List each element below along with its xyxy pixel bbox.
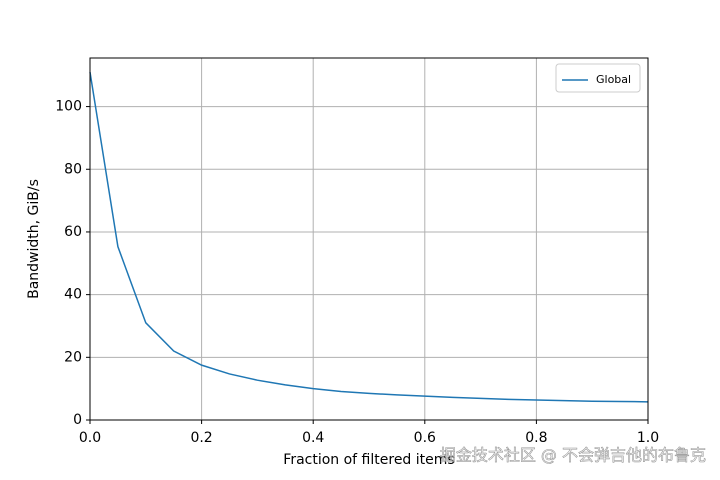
line-series [89, 71, 649, 403]
y-axis-label: Bandwidth, GiB/s [26, 179, 42, 299]
x-tick-label: 1.0 [637, 430, 659, 446]
x-tick-label: 0.2 [190, 430, 212, 446]
y-tick-label: 40 [64, 287, 82, 303]
legend-label: Global [596, 73, 631, 86]
y-tick-label: 80 [64, 161, 82, 177]
x-tick-label: 0.0 [79, 430, 101, 446]
y-tick-label: 100 [55, 99, 82, 115]
y-tick-label: 60 [64, 224, 82, 240]
y-tick-label: 0 [73, 412, 82, 428]
x-tick-label: 0.4 [302, 430, 324, 446]
plot-frame [89, 57, 649, 421]
legend-box [555, 63, 641, 93]
y-tick-label: 20 [64, 349, 82, 365]
x-tick-label: 0.8 [525, 430, 547, 446]
watermark: 掘金技术社区 @ 不会弹吉他的布鲁克 [440, 446, 706, 465]
x-tick-label: 0.6 [414, 430, 436, 446]
x-axis-label: Fraction of filtered items [283, 452, 454, 468]
